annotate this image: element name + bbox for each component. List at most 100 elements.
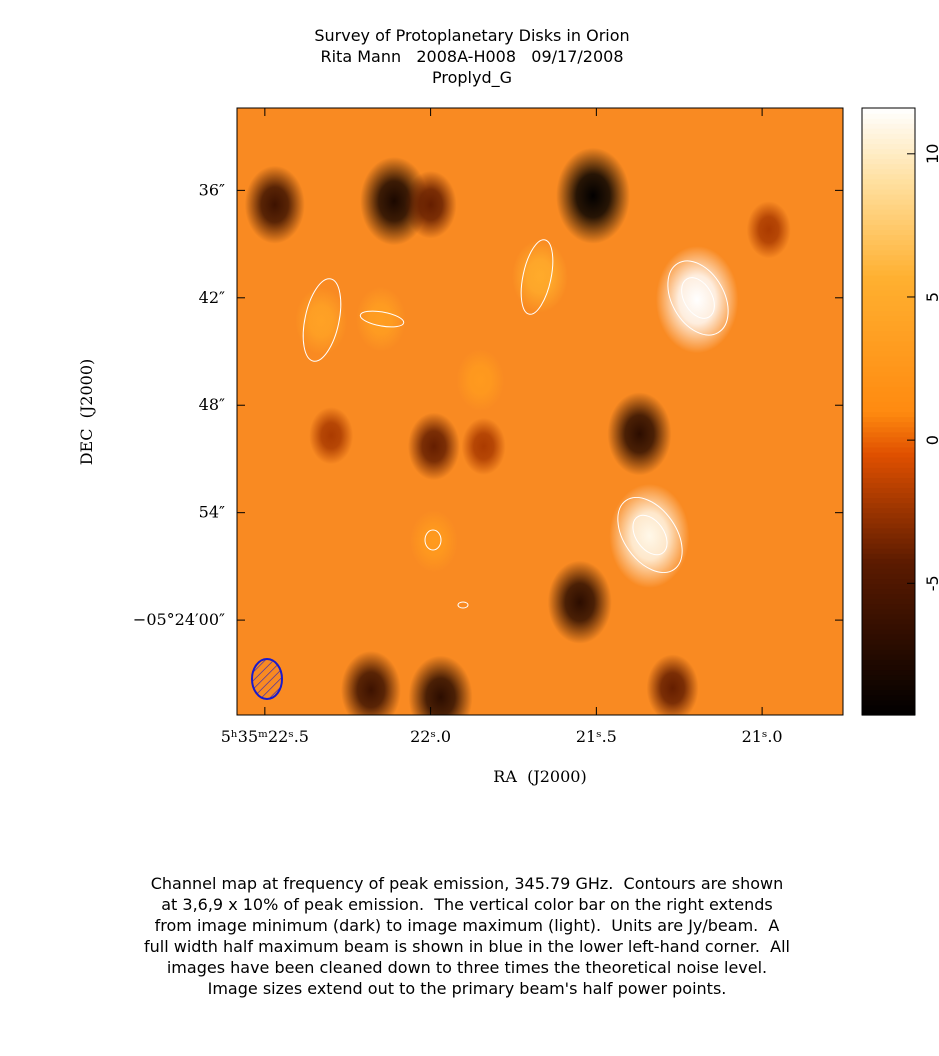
colorbar-cell — [862, 279, 915, 286]
caption-line: at 3,6,9 x 10% of peak emission. The ver… — [161, 895, 773, 914]
colorbar-cell — [862, 608, 915, 615]
colorbar-cell — [862, 694, 915, 701]
colorbar-cell — [862, 219, 915, 225]
colorbar-cell — [862, 300, 915, 306]
colorbar-cell — [862, 679, 915, 686]
colorbar-cell — [862, 108, 915, 114]
colorbar-cell — [862, 654, 915, 660]
caption-line: images have been cleaned down to three t… — [167, 958, 767, 977]
emission-peak — [646, 654, 699, 715]
colorbar-cell — [862, 264, 915, 271]
colorbar-cell — [862, 123, 915, 129]
colorbar-cell — [862, 639, 915, 645]
colorbar-cell — [862, 709, 915, 716]
colorbar-cell — [862, 335, 915, 342]
colorbar-cell — [862, 274, 915, 281]
colorbar-cell — [862, 325, 915, 332]
colorbar-cell — [862, 421, 915, 428]
chart-subtitle: Proplyd_G — [432, 68, 512, 88]
emission-peak — [309, 407, 354, 465]
chart-subtitle: Rita Mann 2008A-H008 09/17/2008 — [320, 47, 623, 66]
colorbar-cell — [862, 360, 915, 367]
colorbar-cell — [862, 613, 915, 620]
y-tick-label: −05°24′00″ — [133, 610, 225, 629]
colorbar-cell — [862, 285, 915, 291]
colorbar-cell — [862, 451, 915, 458]
colorbar-cell — [862, 330, 915, 337]
colorbar-cell — [862, 649, 915, 655]
colorbar-cell — [862, 441, 915, 448]
colorbar-cell — [862, 537, 915, 544]
colorbar-cell — [862, 178, 915, 185]
colorbar-cell — [862, 527, 915, 534]
y-axis-label: DEC (J2000) — [77, 359, 96, 466]
colorbar-cell — [862, 482, 915, 488]
colorbar-cell — [862, 249, 915, 256]
colorbar-cell — [862, 396, 915, 402]
x-tick-label: 5ʰ35ᵐ22ˢ.5 — [221, 727, 309, 746]
colorbar-cell — [862, 229, 915, 236]
colorbar-tick-label: 10 — [923, 144, 939, 164]
colorbar — [862, 108, 915, 716]
colorbar-tick-label: 5 — [923, 292, 939, 302]
emission-peak — [409, 510, 458, 573]
colorbar-cell — [862, 209, 915, 215]
colorbar-cell — [862, 143, 915, 150]
colorbar-cell — [862, 365, 915, 372]
colorbar-tick-label: 0 — [923, 435, 939, 445]
colorbar-cell — [862, 401, 915, 408]
emission-peak — [355, 286, 406, 352]
chart-title: Survey of Protoplanetary Disks in Orion — [314, 26, 629, 45]
colorbar-cell — [862, 457, 915, 463]
colorbar-cell — [862, 386, 915, 392]
emission-peak — [655, 246, 739, 354]
map — [244, 147, 791, 715]
colorbar-cell — [862, 507, 915, 514]
colorbar-cell — [862, 588, 915, 595]
colorbar-cell — [862, 492, 915, 499]
colorbar-cell — [862, 548, 915, 554]
x-axis-label: RA (J2000) — [493, 767, 586, 786]
colorbar-cell — [862, 563, 915, 569]
emission-peak — [408, 655, 473, 715]
colorbar-cell — [862, 391, 915, 397]
colorbar-cell — [862, 532, 915, 539]
emission-peak — [607, 392, 672, 476]
colorbar-cell — [862, 689, 915, 696]
colorbar-cell — [862, 512, 915, 519]
colorbar-cell — [862, 128, 915, 134]
colorbar-cell — [862, 310, 915, 316]
colorbar-cell — [862, 244, 915, 251]
colorbar-cell — [862, 269, 915, 276]
colorbar-cell — [862, 305, 915, 311]
colorbar-cell — [862, 543, 915, 549]
plot-frame — [236, 107, 844, 716]
emission-peak — [512, 239, 568, 313]
colorbar-cell — [862, 623, 915, 630]
colorbar-cell — [862, 699, 915, 706]
emission-peak — [609, 483, 690, 588]
colorbar-cell — [862, 487, 915, 494]
colorbar-cell — [862, 583, 915, 590]
colorbar-cell — [862, 426, 915, 433]
caption-line: Image sizes extend out to the primary be… — [208, 979, 727, 998]
emission-peak — [407, 412, 460, 481]
colorbar-cell — [862, 193, 915, 200]
colorbar-cell — [862, 411, 915, 418]
colorbar-cell — [862, 168, 915, 175]
colorbar-cell — [862, 214, 915, 220]
y-tick-label: 48″ — [199, 395, 225, 414]
emission-peak — [556, 147, 631, 244]
colorbar-cell — [862, 578, 915, 585]
colorbar-cell — [862, 669, 915, 676]
colorbar-cell — [862, 467, 915, 473]
colorbar-cell — [862, 153, 915, 160]
colorbar-frame — [861, 107, 916, 716]
colorbar-cell — [862, 462, 915, 468]
colorbar-cell — [862, 133, 915, 139]
colorbar-cell — [862, 593, 915, 600]
emission-peak — [547, 560, 612, 644]
colorbar-cell — [862, 371, 915, 377]
colorbar-cell — [862, 113, 915, 119]
emission-peak — [340, 650, 401, 715]
